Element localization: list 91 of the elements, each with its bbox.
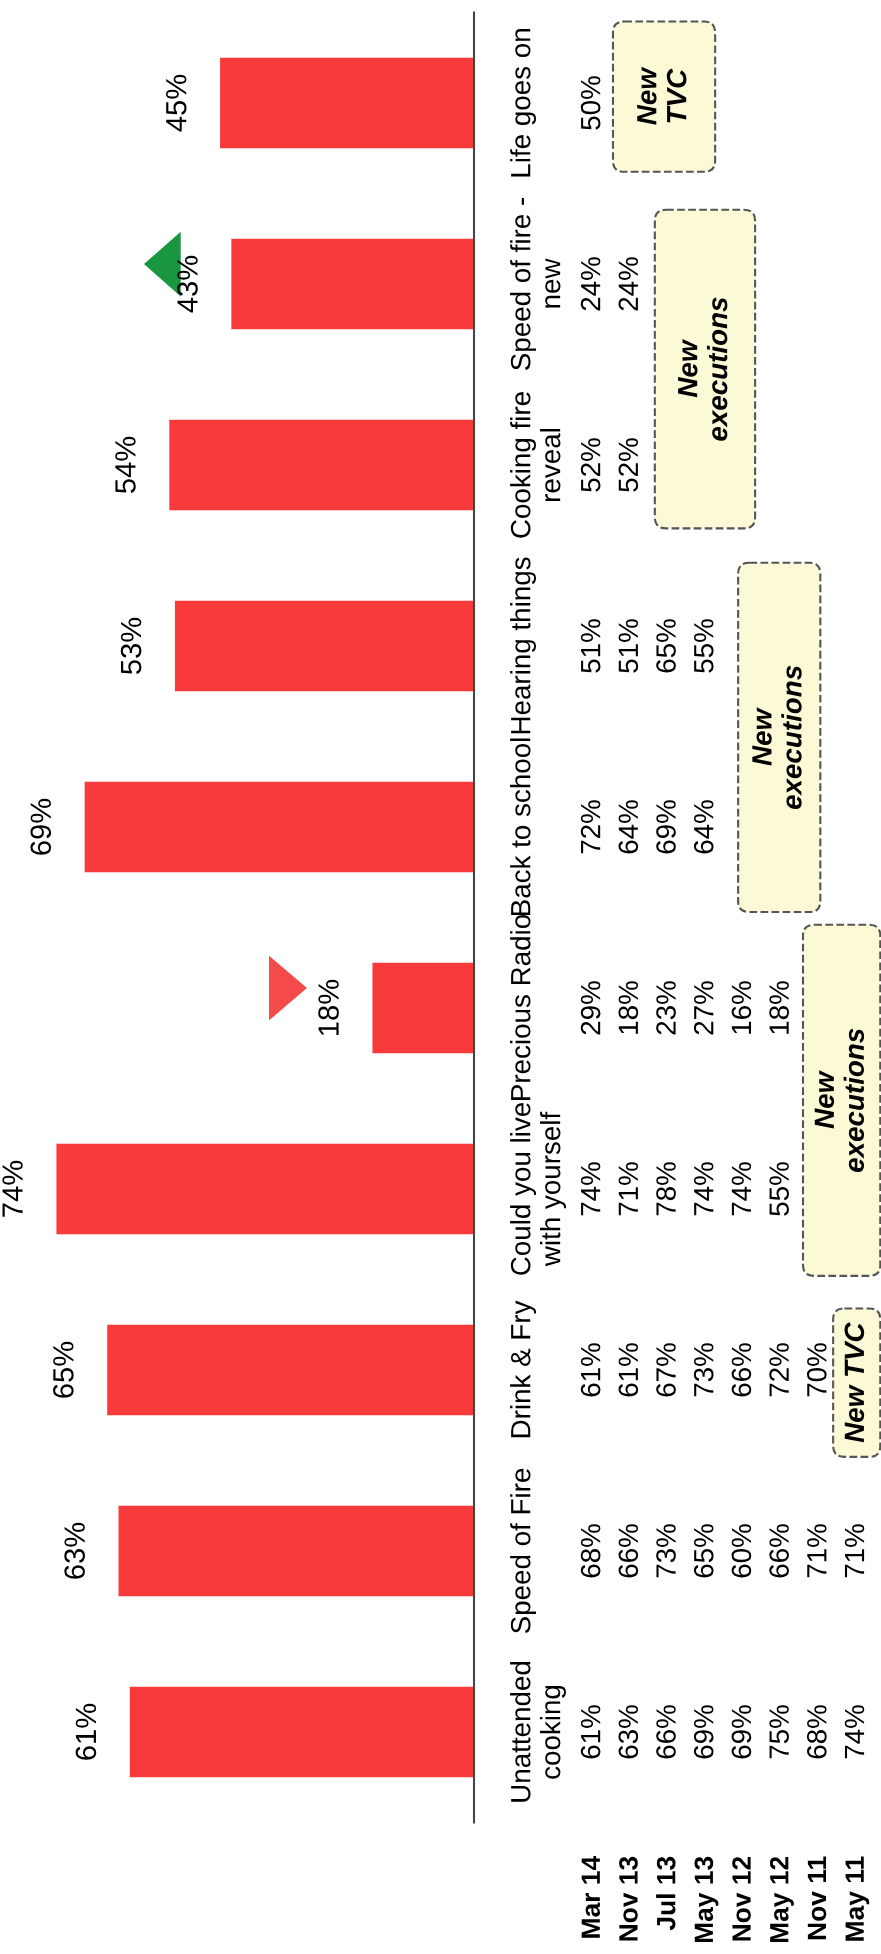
y-tick-label: Speed of fire - new bbox=[510, 197, 561, 370]
data-label: 72% bbox=[769, 1343, 789, 1397]
data-label: 61% bbox=[580, 1343, 601, 1397]
data-label: 64% bbox=[693, 800, 714, 854]
bar bbox=[84, 781, 474, 873]
y-tick-label: Unattended cooking bbox=[510, 1661, 566, 1802]
data-label: 68% bbox=[580, 1524, 601, 1578]
data-label: 29% bbox=[580, 981, 601, 1035]
data-label: 73% bbox=[693, 1343, 714, 1397]
data-label: 70% bbox=[806, 1343, 827, 1397]
data-label: 75% bbox=[769, 1705, 789, 1759]
data-label: 16% bbox=[731, 981, 752, 1034]
y-tick-label: Could you live with yourself bbox=[510, 1102, 566, 1275]
data-label: 67% bbox=[656, 1343, 676, 1397]
data-label: 24% bbox=[580, 257, 601, 311]
data-label: 45% bbox=[166, 74, 187, 132]
data-label: 63% bbox=[64, 1522, 85, 1579]
y-tick-label: Back to school bbox=[510, 738, 531, 916]
bar bbox=[231, 238, 474, 330]
data-label: 65% bbox=[53, 1341, 74, 1398]
data-label: 78% bbox=[656, 1162, 676, 1216]
x-tick-label: May 12 bbox=[769, 1856, 794, 1943]
data-label: 54% bbox=[115, 436, 136, 494]
data-label: 71% bbox=[618, 1162, 639, 1216]
data-label: 51% bbox=[618, 619, 639, 673]
x-tick-label: May 13 bbox=[694, 1856, 719, 1943]
data-label: 61% bbox=[618, 1343, 639, 1397]
data-label: 27% bbox=[693, 981, 714, 1035]
bar bbox=[169, 419, 474, 511]
data-label: 23% bbox=[656, 981, 676, 1035]
data-label: 60% bbox=[731, 1524, 752, 1578]
data-label: 65% bbox=[693, 1524, 714, 1578]
bar bbox=[56, 1143, 474, 1235]
data-label: 53% bbox=[120, 617, 142, 675]
data-label: 18% bbox=[769, 981, 789, 1034]
data-label: 74% bbox=[694, 1162, 714, 1216]
data-label: 64% bbox=[618, 800, 639, 854]
annotation: New executions bbox=[752, 665, 802, 810]
y-tick-label: Precious Radio bbox=[510, 914, 531, 1100]
data-label: 72% bbox=[580, 800, 601, 854]
x-tick-label: Nov 11 bbox=[807, 1856, 827, 1940]
data-label: 50% bbox=[580, 76, 601, 130]
data-label: 55% bbox=[769, 1162, 789, 1216]
data-label: 65% bbox=[656, 619, 676, 673]
annotation: New executions bbox=[678, 297, 728, 441]
data-label: 18% bbox=[318, 979, 339, 1035]
data-label: 52% bbox=[618, 438, 639, 492]
data-label: 63% bbox=[618, 1705, 639, 1759]
x-tick-label: May 11 bbox=[845, 1856, 870, 1941]
data-label: 66% bbox=[618, 1524, 639, 1578]
data-label: 51% bbox=[580, 619, 601, 673]
data-label: 66% bbox=[731, 1343, 752, 1397]
x-tick-label: Nov 13 bbox=[619, 1856, 638, 1941]
data-label: 73% bbox=[656, 1524, 676, 1578]
data-label: 55% bbox=[694, 619, 714, 673]
data-label: 71% bbox=[844, 1524, 865, 1578]
data-label: 74% bbox=[2, 1160, 23, 1217]
data-label: 52% bbox=[580, 438, 601, 492]
bar bbox=[220, 57, 474, 149]
data-label: 61% bbox=[75, 1703, 97, 1760]
data-label: 71% bbox=[807, 1524, 827, 1578]
data-label: 61% bbox=[580, 1705, 601, 1759]
data-label: 74% bbox=[731, 1162, 752, 1216]
y-tick-label: Speed of Fire bbox=[510, 1468, 537, 1634]
data-label: 69% bbox=[693, 1705, 714, 1759]
data-label: 66% bbox=[656, 1705, 676, 1759]
data-label: 74% bbox=[580, 1162, 601, 1216]
data-label: 24% bbox=[618, 257, 639, 311]
annotation: New TVC bbox=[844, 1322, 865, 1443]
data-label: 18% bbox=[618, 981, 639, 1034]
y-tick-label: Cooking fire reveal bbox=[510, 392, 561, 538]
bar bbox=[174, 600, 474, 692]
data-label: 69% bbox=[731, 1705, 752, 1759]
annotation: New TVC bbox=[637, 66, 687, 125]
data-label: 74% bbox=[844, 1705, 865, 1759]
bar bbox=[372, 962, 474, 1054]
data-label: 68% bbox=[806, 1705, 827, 1759]
y-tick-label: Life goes on bbox=[510, 29, 537, 177]
y-tick-label: Hearing things bbox=[510, 557, 537, 734]
annotation: New executions bbox=[814, 1028, 865, 1173]
x-tick-label: Mar 14 bbox=[581, 1855, 601, 1938]
data-label: 66% bbox=[769, 1524, 789, 1578]
x-tick-label: Nov 12 bbox=[732, 1856, 751, 1941]
data-label: 69% bbox=[30, 798, 52, 855]
bar bbox=[129, 1686, 474, 1778]
bar bbox=[107, 1324, 474, 1416]
bar bbox=[118, 1505, 474, 1597]
x-tick-label: Jul 13 bbox=[656, 1856, 676, 1931]
data-label: 43% bbox=[177, 255, 198, 313]
data-label: 69% bbox=[656, 800, 676, 854]
y-tick-label: Drink & Fry bbox=[510, 1300, 537, 1438]
